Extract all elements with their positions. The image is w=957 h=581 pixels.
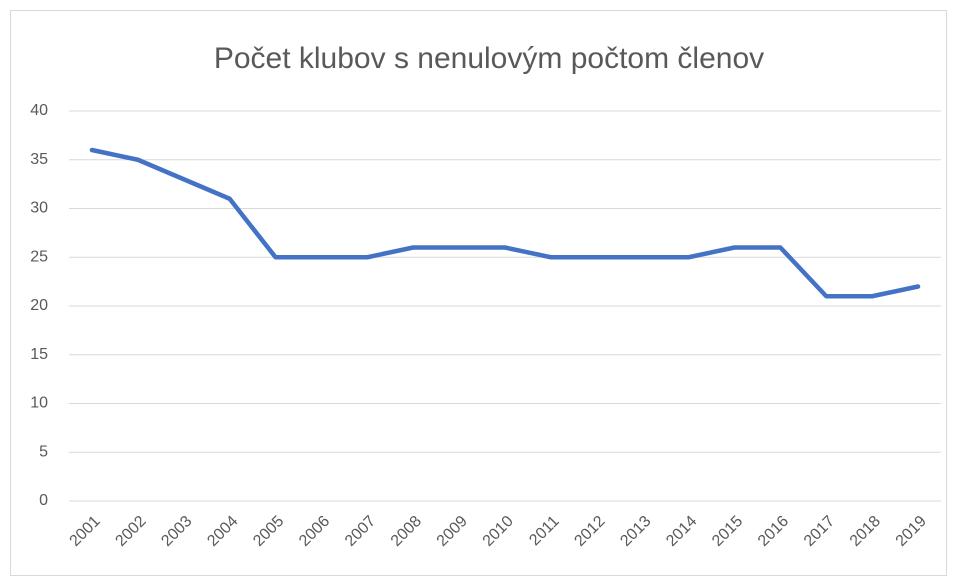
chart-border xyxy=(10,10,947,576)
y-tick-label: 35 xyxy=(30,151,48,168)
y-tick-label: 25 xyxy=(30,248,48,265)
y-tick-label: 30 xyxy=(30,200,48,217)
line-series xyxy=(89,147,921,299)
y-tick-label: 5 xyxy=(39,443,48,460)
y-tick-label: 10 xyxy=(30,395,48,412)
y-tick-label: 20 xyxy=(30,297,48,314)
chart-title: Počet klubov s nenulovým počtom členov xyxy=(214,42,764,75)
y-tick-label: 0 xyxy=(39,492,48,509)
y-tick-label: 40 xyxy=(30,102,48,119)
y-tick-label: 15 xyxy=(30,346,48,363)
